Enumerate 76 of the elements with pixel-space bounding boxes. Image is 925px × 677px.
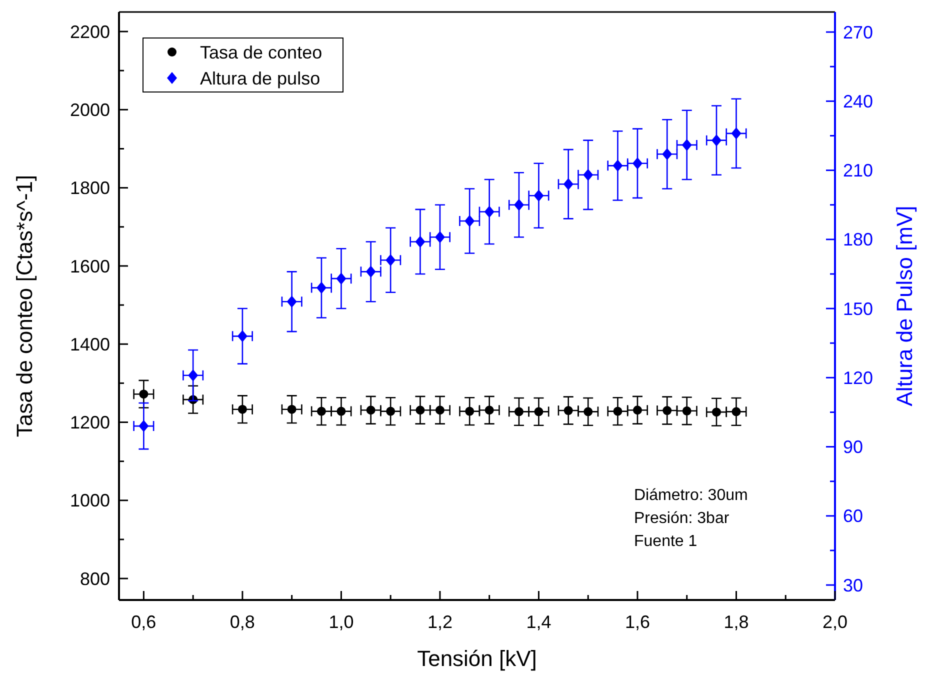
- y2-tick-label: 240: [843, 91, 874, 112]
- point: [564, 406, 573, 416]
- point: [584, 407, 593, 416]
- y2-tick-label: 210: [843, 160, 874, 181]
- point: [386, 406, 396, 416]
- x-axis-title: Tensión [kV]: [417, 646, 537, 671]
- y2-axis-title: Altura de Pulso [mV]: [892, 206, 917, 406]
- point: [534, 407, 544, 416]
- x-tick-label: 1,0: [328, 612, 354, 632]
- point: [632, 406, 642, 415]
- point: [464, 214, 475, 227]
- point: [336, 272, 346, 285]
- point: [386, 254, 396, 266]
- y-tick-label: 1800: [70, 178, 110, 198]
- point: [583, 168, 594, 181]
- y2-tick-label: 180: [843, 230, 874, 250]
- x-tick-label: 1,8: [724, 612, 749, 632]
- y-tick-label: 2200: [70, 22, 110, 42]
- y-tick-label: 2000: [70, 100, 110, 120]
- y2-tick-label: 30: [843, 575, 864, 596]
- y-axis-title: Tasa de conteo [Ctas*s^-1]: [12, 174, 37, 438]
- x-tick-label: 2,0: [822, 612, 848, 632]
- y-tick-label: 1400: [70, 334, 110, 354]
- point: [366, 266, 376, 278]
- point: [712, 408, 721, 417]
- x-tick-label: 0,6: [131, 612, 156, 632]
- y2-tick-label: 90: [843, 437, 864, 458]
- point: [286, 296, 297, 308]
- point: [484, 406, 494, 415]
- point: [514, 407, 524, 416]
- point: [682, 138, 692, 151]
- point: [287, 404, 296, 414]
- point: [237, 330, 248, 342]
- point: [138, 420, 149, 432]
- x-tick-label: 0,8: [230, 612, 255, 632]
- point: [465, 406, 474, 416]
- annotation: Fuente 1: [634, 533, 698, 550]
- point: [336, 406, 346, 416]
- y2-tick-label: 270: [843, 22, 874, 42]
- x-tick-label: 1,2: [427, 612, 452, 632]
- point: [434, 231, 445, 244]
- y-tick-label: 1600: [70, 256, 110, 276]
- point: [188, 369, 198, 382]
- point: [316, 282, 326, 294]
- point: [139, 390, 148, 399]
- annotation: Diámetro: 30um: [634, 487, 748, 504]
- point: [366, 406, 376, 415]
- y2-tick-label: 120: [843, 368, 874, 388]
- point: [514, 198, 524, 211]
- x-tick-label: 1,6: [624, 612, 650, 632]
- point: [316, 406, 326, 416]
- point: [711, 134, 722, 146]
- point: [534, 190, 544, 202]
- point: [682, 406, 692, 416]
- legend-label: Tasa de conteo: [200, 42, 322, 62]
- y2-tick-label: 150: [843, 298, 874, 319]
- point: [238, 404, 247, 414]
- point: [662, 148, 672, 160]
- point: [662, 406, 672, 416]
- point: [613, 406, 622, 416]
- point: [415, 236, 426, 248]
- point: [732, 407, 741, 416]
- annotation: Presión: 3bar: [634, 510, 730, 527]
- y2-tick-label: 60: [843, 506, 864, 526]
- point: [563, 178, 574, 190]
- x-tick-label: 1,4: [526, 612, 552, 632]
- y-tick-label: 800: [80, 568, 110, 589]
- y-tick-label: 1000: [70, 490, 110, 511]
- point: [435, 406, 444, 415]
- legend-label: Altura de pulso: [200, 68, 320, 88]
- point: [731, 127, 742, 140]
- point: [632, 157, 642, 170]
- point: [484, 206, 494, 218]
- point: [416, 406, 425, 415]
- y-tick-label: 1200: [70, 412, 110, 433]
- point: [612, 160, 623, 172]
